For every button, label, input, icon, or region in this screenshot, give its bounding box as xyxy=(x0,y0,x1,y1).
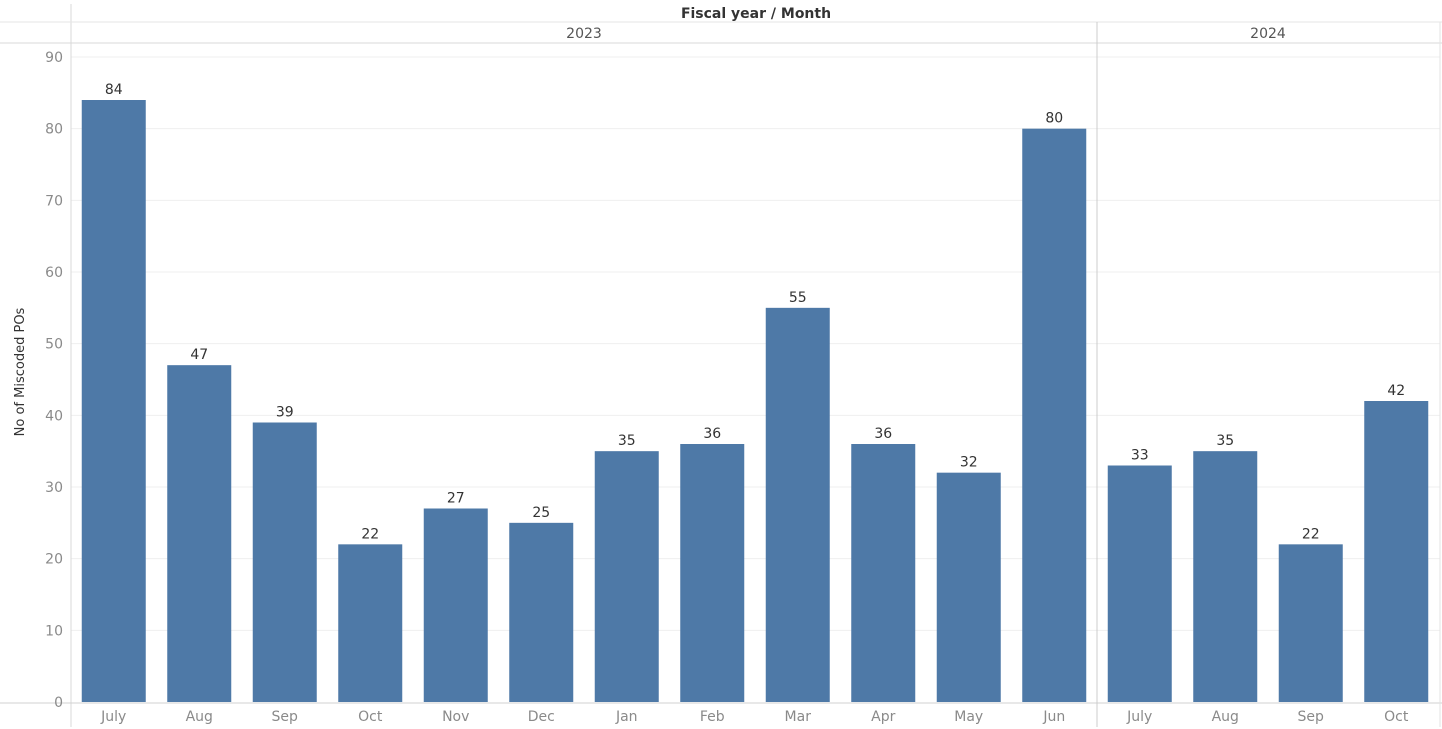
chart-frame xyxy=(0,4,1442,727)
x-tick-label-2024-aug: Aug xyxy=(1212,709,1239,725)
data-label-2023-aug: 47 xyxy=(190,347,208,363)
y-axis-label: No of Miscoded POs xyxy=(13,307,28,436)
x-tick-label-2024-july: July xyxy=(1126,709,1152,725)
data-label-2024-july: 33 xyxy=(1131,448,1149,464)
x-tick-label-2023-jan: Jan xyxy=(615,709,638,725)
data-label-2023-oct: 22 xyxy=(361,526,379,542)
data-label-2023-nov: 27 xyxy=(447,491,465,507)
data-label-2024-aug: 35 xyxy=(1216,433,1234,449)
bar-2023-feb xyxy=(680,444,745,702)
x-axis-ticks: July Aug Sep Oct Nov Dec Jan Feb Mar Apr May Jun Jul… xyxy=(100,709,1409,725)
data-label-2024-sep: 22 xyxy=(1302,526,1320,542)
x-tick-label-2023-nov: Nov xyxy=(442,709,469,725)
x-tick-label-2024-oct: Oct xyxy=(1384,709,1409,725)
data-label-2023-may: 32 xyxy=(960,455,978,471)
bar-2023-july xyxy=(81,100,146,702)
bar-2023-sep xyxy=(252,422,317,702)
x-tick-label-2023-apr: Apr xyxy=(871,709,895,725)
x-tick-label-2023-july: July xyxy=(100,709,126,725)
data-label-2023-jun: 80 xyxy=(1045,111,1063,127)
y-axis-ticks: 0 10 20 30 40 50 60 70 80 90 xyxy=(45,50,63,711)
bar-2023-oct xyxy=(338,544,403,702)
y-tick-label-5: 50 xyxy=(45,337,63,353)
x-tick-label-2023-may: May xyxy=(954,709,983,725)
y-tick-label-7: 70 xyxy=(45,193,63,209)
y-tick-label-4: 40 xyxy=(45,408,63,424)
data-label-2023-jan: 35 xyxy=(618,433,636,449)
bar-2023-apr xyxy=(851,444,916,702)
y-tick-label-2: 20 xyxy=(45,552,63,568)
data-label-2023-sep: 39 xyxy=(276,405,294,421)
data-label-2023-feb: 36 xyxy=(703,426,721,442)
y-tick-label-3: 30 xyxy=(45,480,63,496)
x-tick-label-2024-sep: Sep xyxy=(1298,709,1325,725)
bar-2024-oct xyxy=(1364,401,1429,702)
x-tick-label-2023-mar: Mar xyxy=(785,709,812,725)
bar-2023-jan xyxy=(594,451,659,702)
x-tick-label-2023-aug: Aug xyxy=(186,709,213,725)
data-labels: 84 47 39 22 27 25 35 36 55 36 32 80 33 35 22 42 xyxy=(105,82,1405,542)
bar-2023-aug xyxy=(167,365,232,702)
bar-2024-aug xyxy=(1193,451,1258,702)
bar-2024-sep xyxy=(1278,544,1343,702)
bar-2023-may xyxy=(936,472,1001,702)
bars xyxy=(81,100,1429,702)
bar-2023-jun xyxy=(1022,128,1087,702)
bar-2023-mar xyxy=(765,307,830,702)
data-label-2023-mar: 55 xyxy=(789,290,807,306)
data-label-2023-july: 84 xyxy=(105,82,123,98)
chart-title: Fiscal year / Month xyxy=(681,6,831,22)
x-tick-label-2023-dec: Dec xyxy=(528,709,555,725)
y-tick-label-1: 10 xyxy=(45,623,63,639)
data-label-2024-oct: 42 xyxy=(1387,383,1405,399)
x-tick-label-2023-feb: Feb xyxy=(700,709,725,725)
y-tick-label-8: 80 xyxy=(45,122,63,138)
fiscal-year-headers: 2023 2024 xyxy=(566,26,1286,42)
bar-2024-july xyxy=(1107,465,1172,702)
data-label-2023-dec: 25 xyxy=(532,505,550,521)
x-tick-label-2023-sep: Sep xyxy=(272,709,299,725)
fiscal-year-header-2024: 2024 xyxy=(1250,26,1286,42)
fiscal-year-header-2023: 2023 xyxy=(566,26,602,42)
bar-2023-dec xyxy=(509,522,574,702)
y-tick-label-9: 90 xyxy=(45,50,63,66)
x-tick-label-2023-oct: Oct xyxy=(358,709,383,725)
y-tick-label-0: 0 xyxy=(54,695,63,711)
x-tick-label-2023-jun: Jun xyxy=(1042,709,1065,725)
data-label-2023-apr: 36 xyxy=(874,426,892,442)
bar-2023-nov xyxy=(423,508,488,702)
y-tick-label-6: 60 xyxy=(45,265,63,281)
